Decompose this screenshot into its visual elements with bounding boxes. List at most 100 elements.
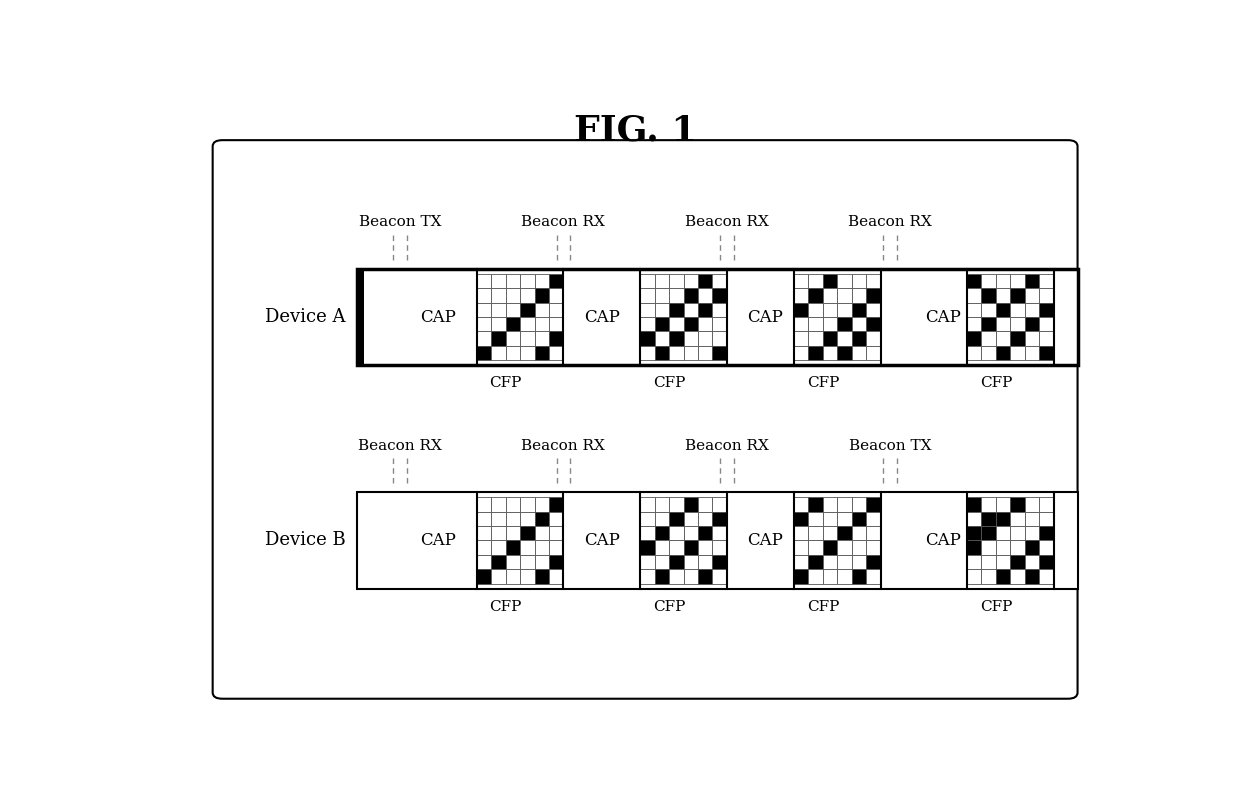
Bar (521, 569, 534, 584)
Bar (794, 274, 808, 289)
Bar (837, 302, 852, 317)
Bar (698, 512, 712, 526)
Bar (491, 512, 506, 526)
Text: CAP: CAP (420, 532, 456, 549)
Bar (852, 497, 867, 512)
Bar (670, 331, 683, 346)
Bar (698, 274, 712, 289)
Bar (837, 569, 852, 584)
Bar (967, 526, 982, 541)
Bar (712, 555, 727, 569)
Text: Device A: Device A (265, 308, 345, 326)
Bar (549, 555, 563, 569)
Bar (640, 497, 655, 512)
Bar (1011, 317, 1024, 331)
Bar (1011, 302, 1024, 317)
Bar (996, 331, 1011, 346)
Bar (712, 512, 727, 526)
Bar (1011, 526, 1024, 541)
Bar (837, 346, 852, 360)
Bar (794, 497, 808, 512)
Bar (866, 346, 880, 360)
Bar (1024, 497, 1039, 512)
Bar (996, 526, 1011, 541)
Bar (357, 269, 1078, 365)
Bar (670, 497, 683, 512)
Bar (982, 569, 996, 584)
Bar (521, 302, 534, 317)
Text: CFP: CFP (807, 600, 839, 613)
Bar (1039, 512, 1054, 526)
Bar (823, 346, 837, 360)
Bar (823, 569, 837, 584)
Bar (670, 302, 683, 317)
Bar (698, 569, 712, 584)
Bar (506, 346, 521, 360)
Bar (1039, 346, 1054, 360)
Bar (1024, 302, 1039, 317)
Bar (1011, 555, 1024, 569)
Bar (866, 289, 880, 302)
Bar (837, 555, 852, 569)
Text: CAP: CAP (584, 309, 620, 326)
Bar (1011, 497, 1024, 512)
Bar (1039, 541, 1054, 555)
Bar (808, 541, 823, 555)
Bar (477, 346, 491, 360)
Bar (808, 274, 823, 289)
Bar (521, 317, 534, 331)
Bar (549, 512, 563, 526)
Bar (996, 289, 1011, 302)
Bar (794, 526, 808, 541)
Bar (640, 317, 655, 331)
Bar (823, 274, 837, 289)
Bar (698, 555, 712, 569)
Bar (1024, 289, 1039, 302)
Bar (866, 526, 880, 541)
Bar (670, 541, 683, 555)
Text: CFP: CFP (490, 376, 522, 390)
Bar (491, 346, 506, 360)
Text: Beacon RX: Beacon RX (684, 438, 769, 453)
Bar (1024, 541, 1039, 555)
Bar (640, 346, 655, 360)
Bar (982, 526, 996, 541)
Bar (1011, 274, 1024, 289)
Bar (655, 302, 670, 317)
Bar (477, 497, 491, 512)
Bar (1011, 541, 1024, 555)
Bar (1024, 346, 1039, 360)
Bar (1039, 317, 1054, 331)
Bar (823, 302, 837, 317)
Bar (967, 512, 982, 526)
Bar (996, 541, 1011, 555)
Bar (477, 555, 491, 569)
Bar (670, 526, 683, 541)
Bar (982, 555, 996, 569)
Text: Beacon RX: Beacon RX (358, 438, 441, 453)
Bar (534, 346, 549, 360)
Bar (655, 526, 670, 541)
Bar (640, 569, 655, 584)
Bar (852, 569, 867, 584)
Bar (1024, 331, 1039, 346)
Bar (491, 497, 506, 512)
Bar (534, 512, 549, 526)
Bar (549, 331, 563, 346)
Bar (640, 512, 655, 526)
Bar (967, 541, 982, 555)
Text: CAP: CAP (925, 532, 961, 549)
Bar (837, 512, 852, 526)
Bar (683, 497, 698, 512)
Bar (1039, 526, 1054, 541)
Bar (521, 346, 534, 360)
Bar (852, 289, 867, 302)
Bar (852, 346, 867, 360)
Bar (357, 492, 1078, 588)
Bar (477, 302, 491, 317)
Text: Beacon RX: Beacon RX (522, 215, 605, 230)
Bar (982, 302, 996, 317)
Bar (808, 555, 823, 569)
Bar (1039, 274, 1054, 289)
Bar (712, 302, 727, 317)
